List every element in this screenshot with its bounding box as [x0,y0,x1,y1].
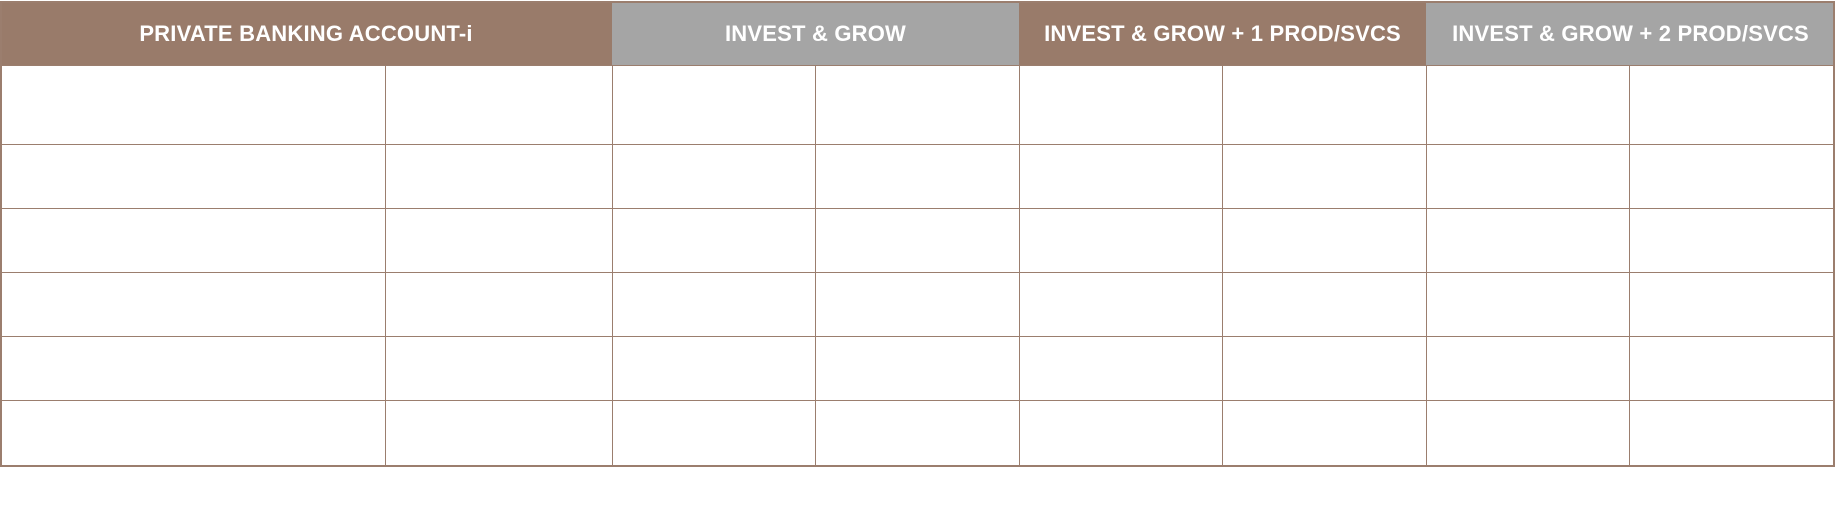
table-cell [385,65,613,145]
table-cell [1426,144,1630,209]
table-cell [1426,336,1630,401]
table-cell [1222,144,1427,209]
table-cell [815,144,1020,209]
table-cell [1629,336,1835,401]
table-cell [0,65,386,145]
table-cell [815,336,1020,401]
table-cell [1019,144,1223,209]
table-cell [1629,400,1835,466]
table-cell [815,65,1020,145]
table-cell [1426,65,1630,145]
table-cell [1019,65,1223,145]
header-invest-grow-2-prod: INVEST & GROW + 2 PROD/SVCS [1426,2,1835,65]
table-cell [612,272,816,337]
table-cell [0,336,386,401]
table-cell [385,144,613,209]
table-cell [815,208,1020,273]
table-cell [0,272,386,337]
table-cell [1426,400,1630,466]
table-cell [1426,272,1630,337]
table-cell [1222,336,1427,401]
table-cell [0,144,386,209]
table-cell [1426,208,1630,273]
table-cell [1019,272,1223,337]
table-cell [1222,400,1427,466]
comparison-table: PRIVATE BANKING ACCOUNT-i INVEST & GROW … [0,1,1835,467]
table-cell [612,336,816,401]
table-cell [1629,272,1835,337]
table-cell [385,208,613,273]
table-cell [612,400,816,466]
header-invest-grow-1-prod: INVEST & GROW + 1 PROD/SVCS [1019,2,1426,65]
table-cell [1019,208,1223,273]
table-cell [815,400,1020,466]
table-cell [1019,400,1223,466]
table-cell [385,336,613,401]
header-private-banking-account: PRIVATE BANKING ACCOUNT-i [0,2,612,65]
table-cell [612,65,816,145]
table-cell [1629,144,1835,209]
table-cell [0,208,386,273]
table-cell [815,272,1020,337]
table-cell [385,272,613,337]
table-cell [1019,336,1223,401]
table-cell [385,400,613,466]
table-cell [1222,65,1427,145]
table-cell [612,144,816,209]
table-cell [0,400,386,466]
table-cell [1222,208,1427,273]
table-cell [612,208,816,273]
table-cell [1222,272,1427,337]
table-cell [1629,65,1835,145]
table-cell [1629,208,1835,273]
header-invest-grow: INVEST & GROW [612,2,1019,65]
